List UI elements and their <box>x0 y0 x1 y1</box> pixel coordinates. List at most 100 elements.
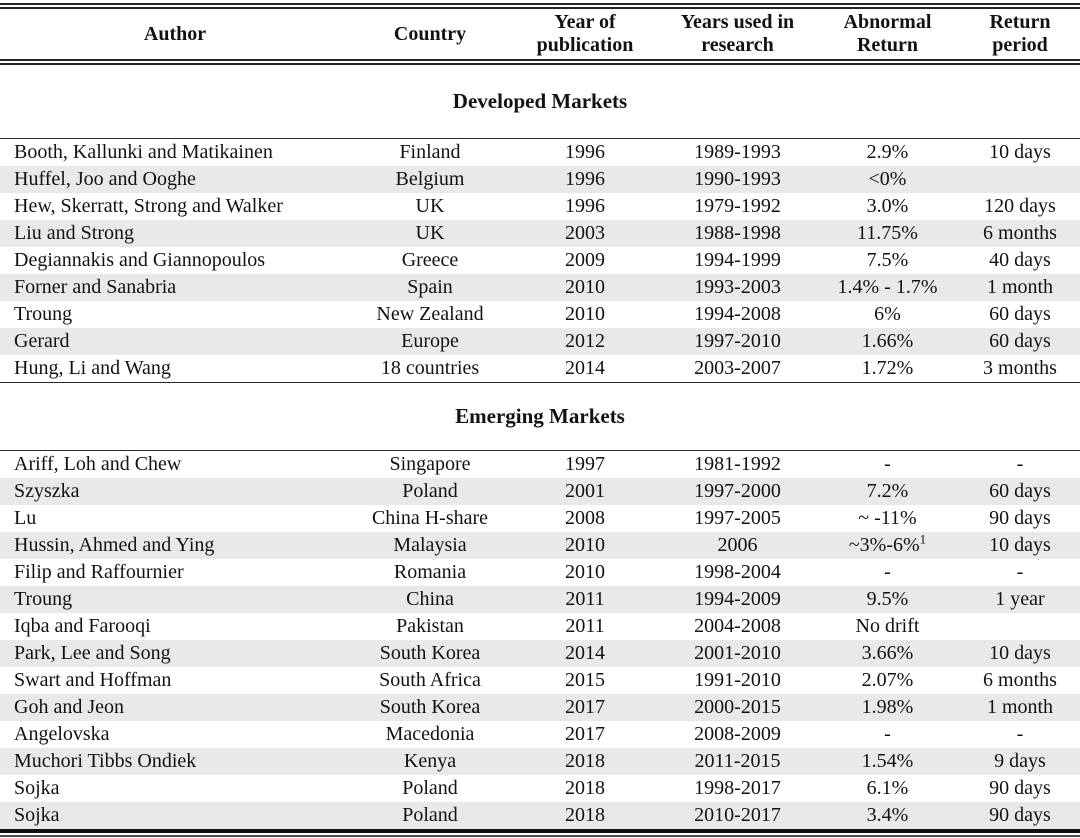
header-bottom-rule <box>0 59 1080 65</box>
cell-author: Huffel, Joo and Ooghe <box>14 168 196 190</box>
cell-return-period: 60 days <box>989 480 1051 502</box>
cell-return-period: 1 year <box>995 588 1045 610</box>
cell-years-used: 1989-1993 <box>694 141 781 163</box>
cell-author: Hew, Skerratt, Strong and Walker <box>14 195 283 217</box>
table-row: Angelovska Macedonia 2017 2008-2009 - - <box>0 721 1080 748</box>
table-row: Degiannakis and Giannopoulos Greece 2009 19… <box>0 247 1080 274</box>
cell-abnormal-return: 9.5% <box>866 588 909 610</box>
cell-return-period: 60 days <box>989 303 1051 325</box>
cell-country: Greece <box>401 249 459 271</box>
cell-year-of-publication: 2015 <box>565 669 605 691</box>
cell-year-of-publication: 2010 <box>565 276 605 298</box>
column-header-country: Country <box>393 22 467 45</box>
cell-year-of-publication: 2010 <box>565 534 605 556</box>
section-heading-band: Developed Markets <box>0 65 1080 139</box>
column-header-return-period: Return period <box>989 11 1051 56</box>
cell-country: South Korea <box>379 696 481 718</box>
cell-abnormal-return: <0% <box>868 168 907 190</box>
cell-abnormal-return: ~ -11% <box>858 507 917 529</box>
cell-abnormal-return: - <box>884 453 891 475</box>
cell-year-of-publication: 2003 <box>565 222 605 244</box>
cell-abnormal-return: 2.07% <box>861 669 914 691</box>
cell-years-used: 2003-2007 <box>694 357 781 379</box>
table-row: Lu China H-share 2008 1997-2005 ~ -11% 90 day… <box>0 505 1080 532</box>
cell-country: Poland <box>402 480 458 502</box>
cell-abnormal-return: 3.0% <box>866 195 909 217</box>
cell-country: Finland <box>399 141 461 163</box>
cell-country: Kenya <box>403 750 457 772</box>
table-body: Developed Markets Booth, Kallunki and Mat… <box>0 65 1080 829</box>
cell-return-period: 90 days <box>989 804 1051 826</box>
cell-author: Iqba and Farooqi <box>14 615 151 637</box>
cell-author: Filip and Raffournier <box>14 561 184 583</box>
table-row: Sojka Poland 2018 2010-2017 3.4% 90 days <box>0 802 1080 829</box>
cell-return-period: 10 days <box>989 642 1051 664</box>
cell-year-of-publication: 2011 <box>565 588 605 610</box>
section-rows: Booth, Kallunki and Matikainen Finland 199… <box>0 139 1080 383</box>
table-bottom-rule <box>0 829 1080 837</box>
cell-author: Troung <box>14 303 73 325</box>
table-row: Forner and Sanabria Spain 2010 1993-2003 1.4… <box>0 274 1080 301</box>
cell-years-used: 2001-2010 <box>694 642 781 664</box>
cell-author: Forner and Sanabria <box>14 276 177 298</box>
column-header-years-used: Years used in research <box>680 11 795 56</box>
cell-author: Ariff, Loh and Chew <box>14 453 182 475</box>
column-header-year-of-publication-cell: Year of publication <box>510 11 660 57</box>
cell-years-used: 1988-1998 <box>694 222 781 244</box>
cell-years-used: 1994-2008 <box>694 303 781 325</box>
cell-country: South Africa <box>379 669 481 691</box>
cell-years-used: 1994-1999 <box>694 249 781 271</box>
table-row: Park, Lee and Song South Korea 2014 2001-20… <box>0 640 1080 667</box>
table-row: Hung, Li and Wang 18 countries 2014 2003-20… <box>0 355 1080 382</box>
column-header-abnormal-return: Abnormal Return <box>843 11 932 56</box>
cell-year-of-publication: 2008 <box>565 507 605 529</box>
cell-years-used: 1998-2017 <box>694 777 781 799</box>
cell-return-period: 1 month <box>986 696 1054 718</box>
cell-abnormal-return: 3.4% <box>866 804 909 826</box>
cell-author: Angelovska <box>14 723 110 745</box>
cell-year-of-publication: 2001 <box>565 480 605 502</box>
column-header-abnormal-return-cell: Abnormal Return <box>815 11 960 57</box>
cell-country: Macedonia <box>385 723 475 745</box>
cell-abnormal-return: 7.2% <box>866 480 909 502</box>
cell-return-period: 40 days <box>989 249 1051 271</box>
column-header-years-used-cell: Years used in research <box>660 11 815 57</box>
cell-country: Romania <box>393 561 467 583</box>
cell-country: 18 countries <box>380 357 480 379</box>
cell-return-period: 6 months <box>983 222 1057 244</box>
cell-country: Poland <box>402 777 458 799</box>
cell-years-used: 2004-2008 <box>694 615 781 637</box>
column-header-author-cell: Author <box>0 23 350 46</box>
cell-return-period: 10 days <box>989 534 1051 556</box>
cell-country: UK <box>415 195 445 217</box>
cell-author: Muchori Tibbs Ondiek <box>14 750 197 772</box>
table-row: Troung China 2011 1994-2009 9.5% 1 year <box>0 586 1080 613</box>
cell-year-of-publication: 1996 <box>565 141 605 163</box>
cell-abnormal-return: 1.4% - 1.7% <box>837 276 938 298</box>
cell-return-period: 60 days <box>989 330 1051 352</box>
cell-years-used: 1994-2009 <box>694 588 781 610</box>
cell-year-of-publication: 1996 <box>565 195 605 217</box>
column-header-author: Author <box>143 22 207 45</box>
cell-author: Sojka <box>14 777 60 799</box>
column-header-return-period-cell: Return period <box>960 11 1080 57</box>
cell-author: Szyszka <box>14 480 80 502</box>
cell-return-period: - <box>1016 561 1024 583</box>
cell-years-used: 2010-2017 <box>694 804 781 826</box>
cell-year-of-publication: 1997 <box>565 453 605 475</box>
cell-abnormal-return: - <box>884 723 891 745</box>
table-row: Troung New Zealand 2010 1994-2008 6% 60 days <box>0 301 1080 328</box>
cell-year-of-publication: 2012 <box>565 330 605 352</box>
cell-abnormal-return: 1.54% <box>861 750 914 772</box>
cell-author: Swart and Hoffman <box>14 669 172 691</box>
cell-years-used: 1990-1993 <box>694 168 781 190</box>
table-row: Filip and Raffournier Romania 2010 1998-200… <box>0 559 1080 586</box>
cell-years-used: 1997-2010 <box>694 330 781 352</box>
cell-abnormal-return: ~3%-6%1 <box>815 532 960 559</box>
cell-years-used: 2000-2015 <box>694 696 781 718</box>
cell-country: Pakistan <box>396 615 464 637</box>
cell-years-used: 1997-2005 <box>694 507 781 529</box>
rule-line <box>0 835 1080 837</box>
cell-country: South Korea <box>379 642 481 664</box>
column-header-year-of-publication: Year of publication <box>536 11 634 56</box>
